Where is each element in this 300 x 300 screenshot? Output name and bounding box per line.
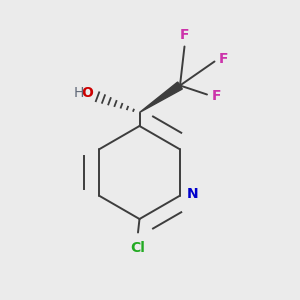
Text: Cl: Cl (130, 242, 146, 256)
Text: F: F (212, 89, 221, 103)
Polygon shape (140, 82, 182, 112)
Text: F: F (219, 52, 229, 66)
Text: H: H (74, 86, 84, 100)
Text: O: O (81, 86, 93, 100)
Text: N: N (186, 187, 198, 201)
Text: F: F (180, 28, 189, 42)
